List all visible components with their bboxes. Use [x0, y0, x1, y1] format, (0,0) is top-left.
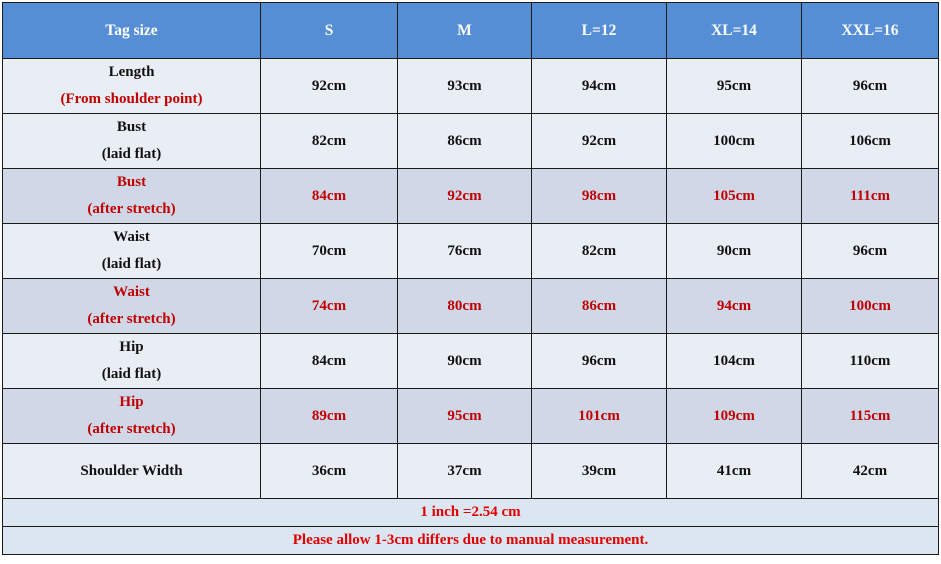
header-size-l: L=12 — [531, 2, 667, 59]
table-row: Bust (after stretch) 84cm 92cm 98cm 105cm 111c… — [2, 168, 939, 224]
header-size-xl: XL=14 — [666, 2, 802, 59]
size-value-cell: 109cm — [666, 388, 802, 444]
size-value-cell: 100cm — [666, 113, 802, 169]
size-value-cell: 100cm — [801, 278, 939, 334]
measurement-name: Length — [108, 64, 155, 80]
size-value-cell: 94cm — [531, 58, 667, 114]
footer-row: 1 inch =2.54 cm — [2, 498, 939, 527]
size-value-cell: 84cm — [260, 168, 398, 224]
measurement-name: Bust — [116, 174, 147, 190]
size-value-cell: 96cm — [801, 58, 939, 114]
measurement-label: Bust (after stretch) — [2, 168, 261, 224]
header-tag-size: Tag size — [2, 2, 261, 59]
measurement-note: (laid flat) — [101, 256, 162, 272]
table-row: Hip (after stretch) 89cm 95cm 101cm 109cm 115c… — [2, 388, 939, 444]
measurement-note: (laid flat) — [101, 366, 162, 382]
size-value-cell: 37cm — [397, 443, 532, 499]
size-value-cell: 106cm — [801, 113, 939, 169]
table-row: Length (From shoulder point) 92cm 93cm 94cm 9… — [2, 58, 939, 114]
table-row: Shoulder Width 36cm 37cm 39cm 41cm 42cm — [2, 443, 939, 499]
size-chart-table: Tag size S M L=12 XL=14 XXL=16 Length (Fr… — [2, 2, 939, 555]
size-value-cell: 101cm — [531, 388, 667, 444]
measurement-note: (From shoulder point) — [60, 91, 203, 107]
measurement-label: Hip (after stretch) — [2, 388, 261, 444]
size-value-cell: 115cm — [801, 388, 939, 444]
size-value-cell: 95cm — [666, 58, 802, 114]
size-value-cell: 36cm — [260, 443, 398, 499]
measurement-name: Hip — [119, 394, 144, 410]
size-value-cell: 92cm — [397, 168, 532, 224]
measurement-name: Bust — [116, 119, 147, 135]
size-value-cell: 84cm — [260, 333, 398, 389]
table-row: Bust (laid flat) 82cm 86cm 92cm 100cm 106cm — [2, 113, 939, 169]
measurement-label: Waist (laid flat) — [2, 223, 261, 279]
size-value-cell: 80cm — [397, 278, 532, 334]
measurement-note: (after stretch) — [87, 311, 176, 327]
size-value-cell: 86cm — [531, 278, 667, 334]
size-value-cell: 93cm — [397, 58, 532, 114]
table-row: Waist (laid flat) 70cm 76cm 82cm 90cm 96cm — [2, 223, 939, 279]
measurement-disclaimer: Please allow 1-3cm differs due to manual… — [2, 526, 939, 555]
measurement-note: (after stretch) — [87, 421, 176, 437]
footer-row: Please allow 1-3cm differs due to manual… — [2, 526, 939, 555]
size-value-cell: 82cm — [531, 223, 667, 279]
measurement-name: Waist — [113, 284, 150, 300]
measurement-note: (after stretch) — [87, 201, 176, 217]
measurement-note: (laid flat) — [101, 146, 162, 162]
size-value-cell: 41cm — [666, 443, 802, 499]
size-value-cell: 96cm — [801, 223, 939, 279]
size-value-cell: 86cm — [397, 113, 532, 169]
size-value-cell: 82cm — [260, 113, 398, 169]
measurement-name: Hip — [119, 339, 144, 355]
size-value-cell: 96cm — [531, 333, 667, 389]
size-value-cell: 90cm — [397, 333, 532, 389]
size-value-cell: 92cm — [260, 58, 398, 114]
header-size-s: S — [260, 2, 398, 59]
measurement-label: Length (From shoulder point) — [2, 58, 261, 114]
size-value-cell: 111cm — [801, 168, 939, 224]
measurement-name: Shoulder Width — [80, 462, 183, 479]
table-row: Hip (laid flat) 84cm 90cm 96cm 104cm 110cm — [2, 333, 939, 389]
size-value-cell: 74cm — [260, 278, 398, 334]
measurement-label: Waist (after stretch) — [2, 278, 261, 334]
measurement-label: Hip (laid flat) — [2, 333, 261, 389]
size-value-cell: 70cm — [260, 223, 398, 279]
size-value-cell: 39cm — [531, 443, 667, 499]
measurement-name: Waist — [113, 229, 150, 245]
header-size-xxl: XXL=16 — [801, 2, 939, 59]
size-value-cell: 89cm — [260, 388, 398, 444]
size-value-cell: 92cm — [531, 113, 667, 169]
size-value-cell: 90cm — [666, 223, 802, 279]
measurement-label: Shoulder Width — [2, 443, 261, 499]
table-row: Waist (after stretch) 74cm 80cm 86cm 94cm 100c… — [2, 278, 939, 334]
size-value-cell: 98cm — [531, 168, 667, 224]
header-size-m: M — [397, 2, 532, 59]
size-value-cell: 94cm — [666, 278, 802, 334]
size-value-cell: 76cm — [397, 223, 532, 279]
measurement-label: Bust (laid flat) — [2, 113, 261, 169]
size-value-cell: 105cm — [666, 168, 802, 224]
size-value-cell: 104cm — [666, 333, 802, 389]
header-row: Tag size S M L=12 XL=14 XXL=16 — [2, 2, 939, 59]
size-value-cell: 110cm — [801, 333, 939, 389]
size-value-cell: 42cm — [801, 443, 939, 499]
size-value-cell: 95cm — [397, 388, 532, 444]
unit-conversion-note: 1 inch =2.54 cm — [2, 498, 939, 527]
